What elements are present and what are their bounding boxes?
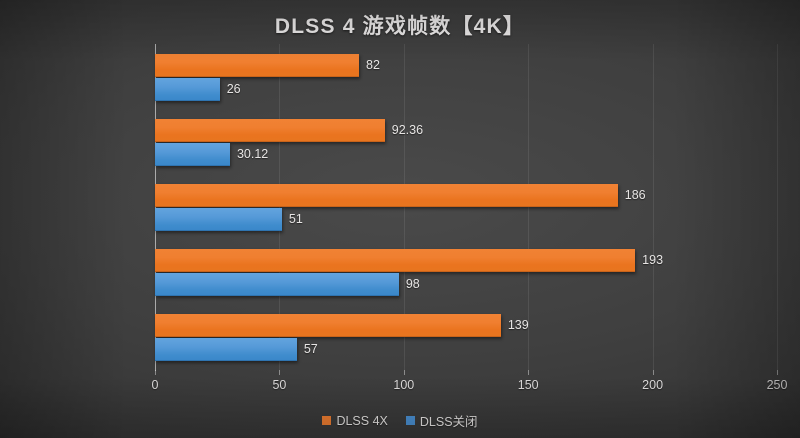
bar-dlss-off[interactable] xyxy=(155,77,220,101)
bar-row: 26 xyxy=(155,77,777,101)
chart-title: DLSS 4 游戏帧数【4K】 xyxy=(274,15,526,38)
x-axis-tick xyxy=(528,370,530,375)
bar-row: 57 xyxy=(155,338,777,362)
legend-item-dlss-4x[interactable]: DLSS 4X xyxy=(322,413,388,428)
x-axis-tick xyxy=(403,370,405,375)
legend-swatch-icon xyxy=(405,416,415,425)
bar-value-label: 186 xyxy=(624,187,646,202)
bar-value-label: 51 xyxy=(288,211,303,226)
legend-label: DLSS关闭 xyxy=(419,415,478,429)
x-axis-tick xyxy=(155,370,156,375)
bar-row: 186 xyxy=(155,183,777,207)
x-axis-tick-label: 50 xyxy=(272,378,287,392)
bar-dlss-4x[interactable] xyxy=(155,53,360,77)
bar-value-label: 82 xyxy=(366,57,380,72)
bar-dlss-off[interactable] xyxy=(155,142,230,166)
y-axis-line xyxy=(155,44,156,371)
x-axis-tick xyxy=(279,370,281,375)
bar-row: 193 xyxy=(155,249,777,273)
legend-swatch-icon xyxy=(322,416,332,425)
bar-row: 30.12 xyxy=(155,142,777,166)
bar-dlss-4x[interactable] xyxy=(155,183,618,207)
bar-value-label: 92.36 xyxy=(391,122,424,137)
bar-row: 98 xyxy=(155,273,777,297)
bar-value-label: 26 xyxy=(226,81,241,96)
x-axis-tick xyxy=(777,370,778,375)
bar-row: 51 xyxy=(155,207,777,231)
bar-value-label: 139 xyxy=(507,318,529,333)
bar-dlss-4x[interactable] xyxy=(155,249,636,273)
plot-area: 《黑神话·悟空》8226《赛博朋克：2077》92.3630.12《霍格沃兹之遗… xyxy=(152,44,787,392)
bar-dlss-off[interactable] xyxy=(155,338,297,362)
bar-dlss-4x[interactable] xyxy=(155,118,385,142)
x-axis-tick-label: 0 xyxy=(151,378,159,392)
legend-item-dlss-off[interactable]: DLSS关闭 xyxy=(405,411,478,430)
bar-row: 92.36 xyxy=(155,118,777,142)
x-axis-tick-label: 200 xyxy=(642,378,664,392)
bar-row: 139 xyxy=(155,314,777,338)
bar-row: 82 xyxy=(155,53,777,77)
bar-dlss-off[interactable] xyxy=(155,207,282,231)
chart-legend: DLSS 4X DLSS关闭 xyxy=(0,411,800,430)
bar-value-label: 57 xyxy=(303,342,318,357)
legend-label: DLSS 4X xyxy=(336,413,388,428)
bar-value-label: 30.12 xyxy=(236,146,269,161)
bar-value-label: 193 xyxy=(642,253,664,268)
bar-dlss-4x[interactable] xyxy=(155,314,501,338)
bar-dlss-off[interactable] xyxy=(155,273,399,297)
x-axis-tick xyxy=(652,370,654,375)
x-axis-tick-label: 100 xyxy=(393,378,415,392)
x-axis-tick-label: 150 xyxy=(517,378,539,392)
x-axis-tick-label: 250 xyxy=(766,378,788,392)
gridline xyxy=(777,44,778,370)
bar-value-label: 98 xyxy=(405,277,420,292)
x-axis-tick-labels: 0 50 100 150 200 250 xyxy=(151,378,788,396)
